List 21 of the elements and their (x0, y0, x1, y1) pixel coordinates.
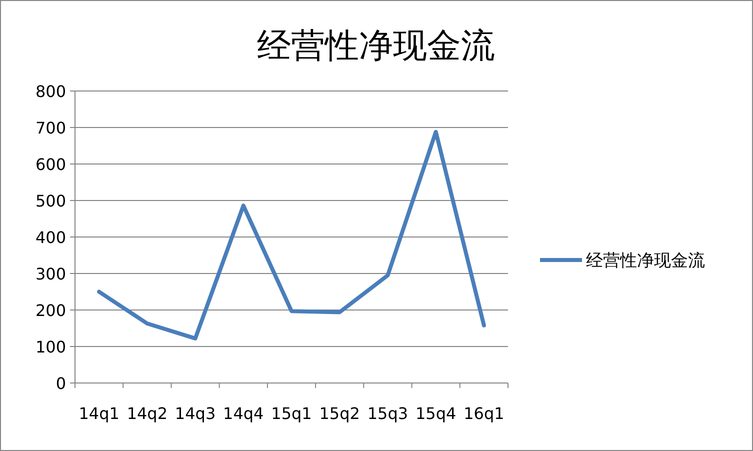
x-tick-label: 14q3 (174, 404, 216, 423)
y-tick-label: 500 (35, 192, 66, 210)
y-tick-label: 600 (35, 155, 66, 174)
legend-label: 经营性净现金流 (586, 251, 705, 271)
x-tick-label: 15q1 (271, 404, 312, 423)
x-tick-label: 14q2 (126, 404, 168, 423)
y-tick-label: 800 (35, 82, 66, 101)
x-tick-label: 14q4 (223, 404, 264, 423)
y-tick-label: 300 (35, 264, 66, 284)
y-tick-label: 200 (35, 301, 66, 320)
y-tick-label: 0 (56, 374, 66, 393)
chart-title: 经营性净现金流 (257, 26, 495, 66)
x-tick-label: 14q1 (78, 404, 120, 423)
x-tick-label: 15q2 (319, 404, 360, 423)
y-tick-label: 100 (35, 338, 66, 356)
line-series (97, 130, 486, 340)
y-tick-label: 700 (35, 118, 66, 138)
y-tick-label: 400 (35, 228, 66, 247)
x-tick-label: 16q1 (464, 404, 504, 423)
x-tick-label: 15q4 (415, 404, 456, 423)
x-tick-label: 15q3 (367, 404, 408, 423)
